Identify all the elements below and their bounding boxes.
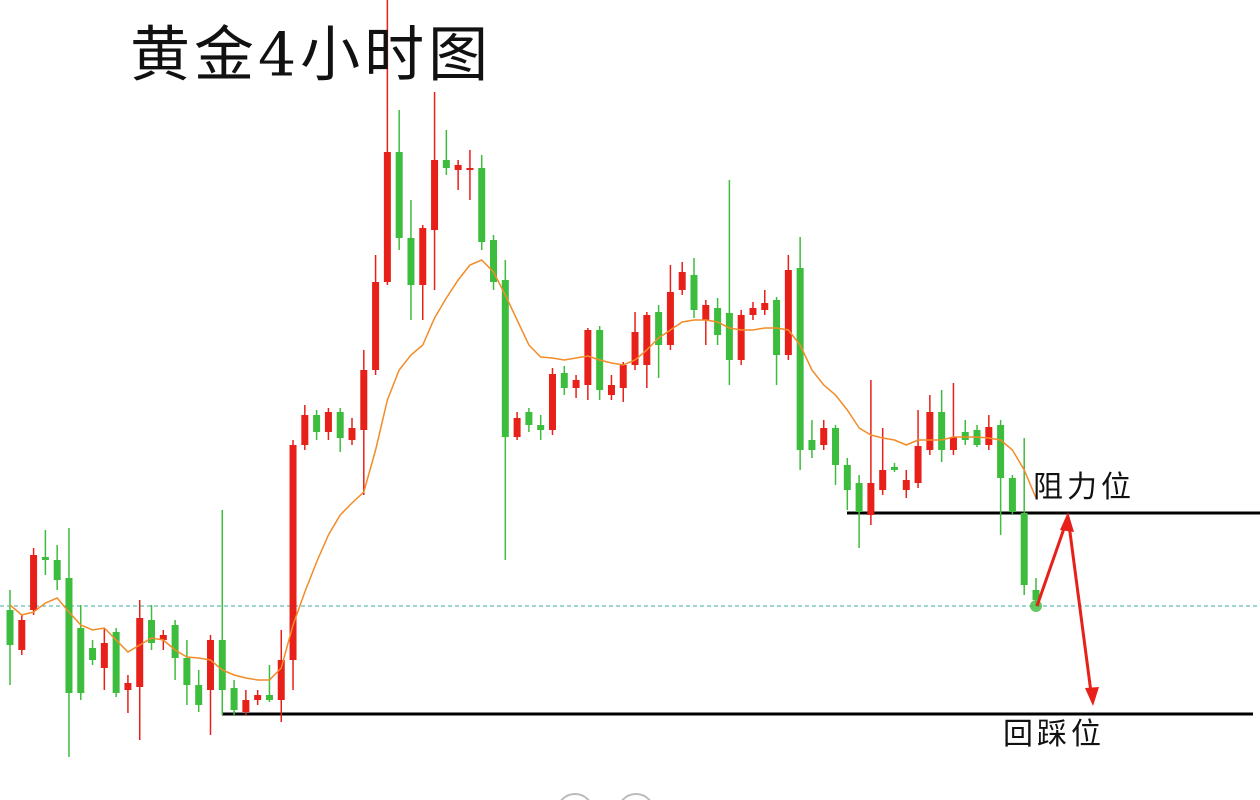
candle-body xyxy=(961,432,969,440)
candle-body xyxy=(1020,513,1028,585)
candle-body xyxy=(985,427,993,445)
candle-body xyxy=(513,418,521,437)
candle-body xyxy=(65,578,73,693)
candle-body xyxy=(607,385,615,395)
candle-body xyxy=(218,640,226,690)
candle-body xyxy=(890,467,898,470)
candle-body xyxy=(159,635,167,640)
control-icon[interactable] xyxy=(618,793,654,800)
candle-body xyxy=(100,643,108,668)
candle-body xyxy=(902,480,910,490)
candle-body xyxy=(313,415,321,432)
candle-body xyxy=(761,303,769,310)
candle-body xyxy=(89,648,97,660)
candle-body xyxy=(372,282,380,370)
candle-body xyxy=(548,374,556,430)
candle-body xyxy=(348,428,356,440)
candle-body xyxy=(395,152,403,238)
candle-body xyxy=(914,446,922,483)
candle-body xyxy=(949,437,957,450)
candle-body xyxy=(796,268,804,450)
candle-body xyxy=(30,555,38,610)
level-label: 回踩位 xyxy=(1003,717,1105,752)
candle-body xyxy=(690,275,698,310)
candle-body xyxy=(254,695,262,700)
candle-body xyxy=(360,370,368,430)
candle-body xyxy=(112,632,120,693)
candle-body xyxy=(631,332,639,365)
last-price-dot xyxy=(1030,600,1042,612)
candle-body xyxy=(560,373,568,388)
candle-body xyxy=(6,610,14,645)
candle-body xyxy=(478,168,486,242)
candle-body xyxy=(584,330,592,385)
candle-body xyxy=(77,628,85,693)
candle-body xyxy=(53,560,61,580)
candle-body xyxy=(655,312,663,345)
arrow xyxy=(1035,516,1070,607)
candle-body xyxy=(148,620,156,643)
candle-body xyxy=(383,152,391,282)
candle-body xyxy=(1008,478,1016,512)
candle-body xyxy=(301,415,309,445)
candle-body xyxy=(171,625,179,658)
candle-body xyxy=(230,688,238,710)
candle-body xyxy=(725,313,733,360)
candle-body xyxy=(206,640,214,690)
arrow-head xyxy=(1085,687,1099,706)
candle-body xyxy=(784,270,792,355)
candle-body xyxy=(41,557,49,560)
candle-body xyxy=(820,428,828,445)
candle-body xyxy=(324,412,332,432)
candle-body xyxy=(124,683,132,690)
candle-body xyxy=(466,168,474,170)
candle-body xyxy=(926,412,934,450)
candle-body xyxy=(18,620,26,650)
candle-body xyxy=(407,238,415,285)
level-label: 阻力位 xyxy=(1033,470,1135,505)
candle-body xyxy=(183,658,191,685)
candle-body xyxy=(442,160,450,168)
candle-body xyxy=(702,305,710,320)
candle-body xyxy=(938,412,946,450)
candle-body xyxy=(843,465,851,490)
candle-body xyxy=(678,272,686,290)
candle-body xyxy=(525,412,533,425)
candle-body xyxy=(997,425,1005,478)
candle-body xyxy=(431,160,439,230)
candle-body xyxy=(501,280,509,437)
candle-body xyxy=(855,483,863,512)
chart-title: 黄金4小时图 xyxy=(130,21,492,91)
candle-body xyxy=(808,440,816,450)
candle-body xyxy=(136,618,144,687)
candle-body xyxy=(490,240,498,282)
candle-body xyxy=(1032,590,1040,600)
candle-body xyxy=(195,685,203,705)
candle-body xyxy=(749,308,757,315)
control-icon[interactable] xyxy=(557,793,593,800)
candle-body xyxy=(336,412,344,438)
candle-body xyxy=(879,470,887,490)
plot-area xyxy=(0,0,1260,757)
candle-body xyxy=(643,315,651,365)
moving-average xyxy=(9,259,1037,681)
candle-body xyxy=(666,292,674,345)
candle-body xyxy=(454,165,462,170)
candle-body xyxy=(242,700,250,712)
arrow xyxy=(1066,516,1094,701)
candle-body xyxy=(265,695,273,700)
candle-body xyxy=(832,428,840,465)
candle-body xyxy=(277,660,285,700)
candle-body xyxy=(419,228,427,285)
candle-body xyxy=(619,365,627,388)
candle-body xyxy=(867,483,875,515)
candle-body xyxy=(572,380,580,388)
candle-body xyxy=(737,315,745,360)
candle-body xyxy=(289,445,297,660)
candle-body xyxy=(537,425,545,430)
